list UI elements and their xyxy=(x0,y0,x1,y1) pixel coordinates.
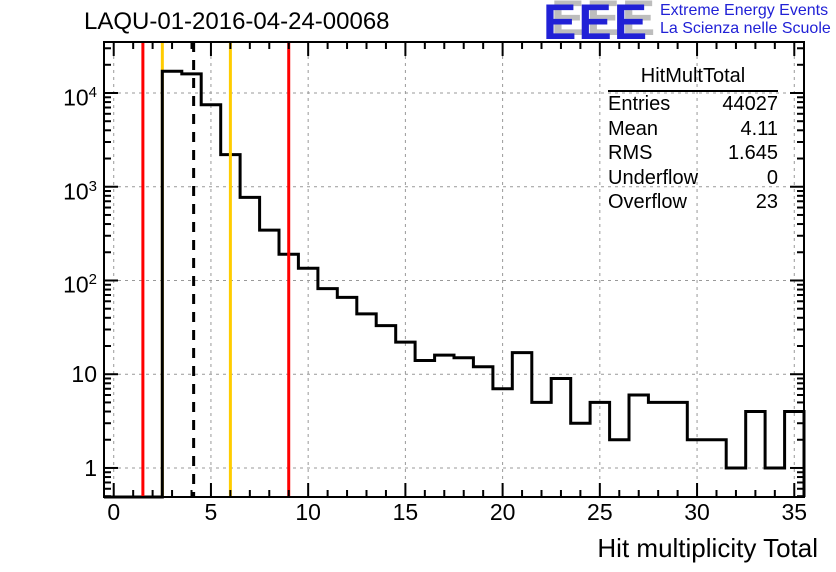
x-tick-label: 5 xyxy=(204,499,218,525)
histogram-line xyxy=(104,69,806,499)
y-tick-label: 10 xyxy=(71,361,97,388)
stats-row-underflow: Underflow 0 xyxy=(608,166,778,191)
stats-value: 44027 xyxy=(722,93,778,115)
stats-label: RMS xyxy=(608,142,653,165)
logo-line2: La Scienza nelle Scuole xyxy=(660,20,831,37)
stats-row-rms: RMS 1.645 xyxy=(608,141,778,166)
y-tick-label: 103 xyxy=(63,177,97,205)
stats-value: 4.11 xyxy=(740,117,778,140)
stats-row-entries: Entries 44027 xyxy=(608,92,778,117)
stats-value: 0 xyxy=(766,166,778,189)
x-tick-label: 20 xyxy=(489,499,516,525)
stats-value: 1.645 xyxy=(727,142,778,165)
y-tick-label: 102 xyxy=(63,271,97,299)
eee-logo-icon: EEE xyxy=(543,0,650,50)
stats-label: Underflow xyxy=(608,166,699,189)
y-tick-label: 104 xyxy=(63,84,97,111)
y-tick-label: 1 xyxy=(84,454,97,481)
eee-logo-caption: Extreme Energy Events La Scienza nelle S… xyxy=(660,2,831,38)
x-axis-title: Hit multiplicity Total xyxy=(597,533,818,563)
plot-frame xyxy=(103,41,805,498)
plot-title: LAQU-01-2016-04-24-00068 xyxy=(84,8,390,35)
stats-value: 23 xyxy=(755,191,778,214)
stats-row-overflow: Overflow 23 xyxy=(608,190,778,215)
x-tick-label: 10 xyxy=(295,499,321,525)
x-tick-label: 25 xyxy=(587,499,613,525)
stats-label: Mean xyxy=(608,117,659,140)
x-tick-label: 15 xyxy=(392,499,419,525)
stats-label: Overflow xyxy=(608,191,687,214)
stats-box: HitMultTotal Entries 44027 Mean 4.11 RMS… xyxy=(608,66,778,215)
stats-row-mean: Mean 4.11 xyxy=(608,117,778,142)
logo-line1: Extreme Energy Events xyxy=(660,2,829,19)
x-tick-label: 0 xyxy=(107,499,121,525)
stats-label: Entries xyxy=(608,93,671,115)
x-tick-label: 30 xyxy=(684,499,710,525)
x-tick-label: 35 xyxy=(781,499,808,525)
stats-box-title: HitMultTotal xyxy=(608,66,778,92)
